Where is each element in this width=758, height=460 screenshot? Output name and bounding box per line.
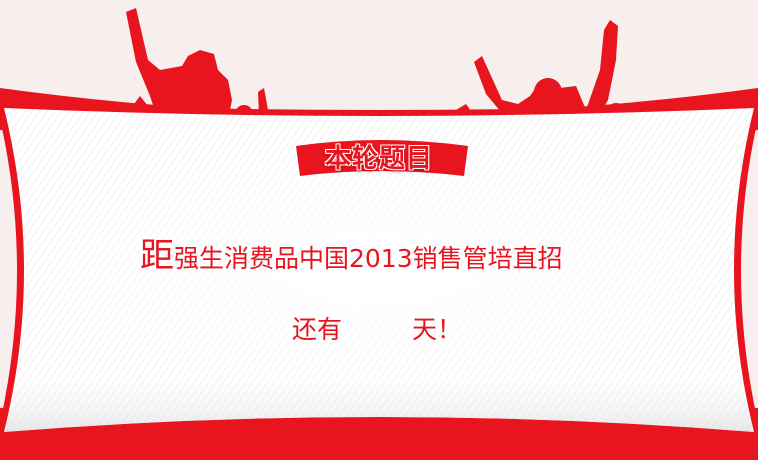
headline-text: 强生消费品中国2013销售管培直招 [174, 244, 563, 273]
countdown: 还有 天！ [0, 310, 758, 344]
headline-first-char: 距 [140, 236, 174, 276]
countdown-prefix: 还有 [292, 315, 343, 344]
title-ribbon [296, 140, 468, 176]
round-title: 本轮题目 [324, 144, 433, 174]
countdown-suffix: 天！ [412, 315, 463, 344]
headline: 距强生消费品中国2013销售管培直招 [140, 228, 563, 277]
